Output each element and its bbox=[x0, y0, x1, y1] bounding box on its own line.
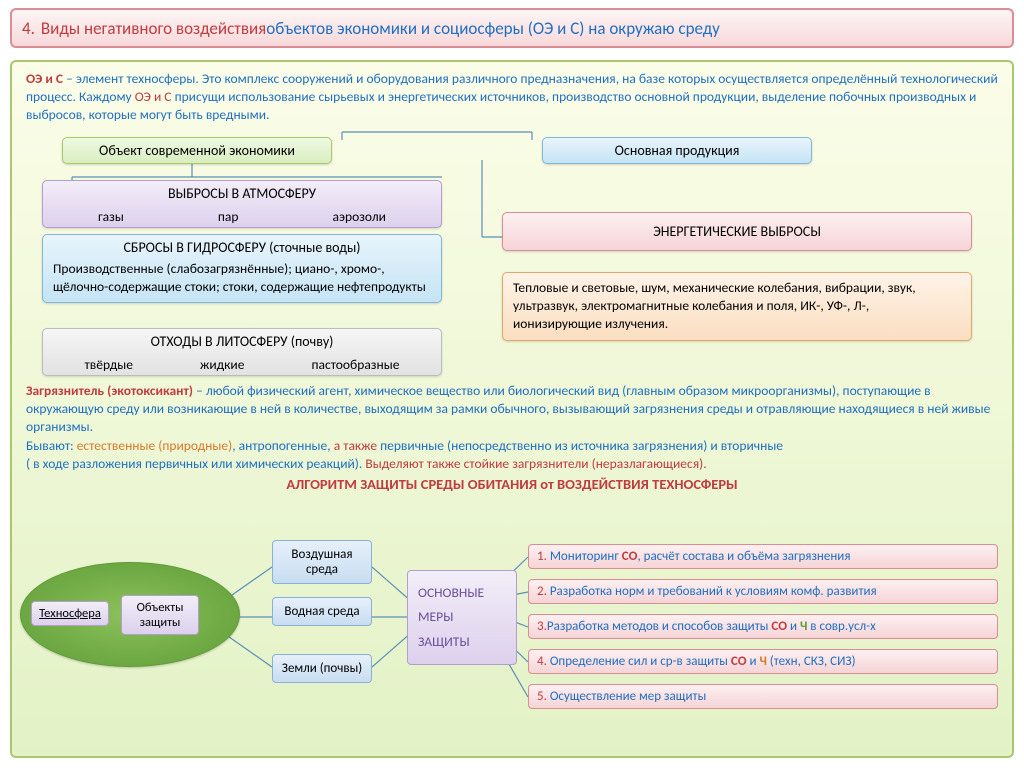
box-atmosphere: ВЫБРОСЫ В АТМОСФЕРУ газы пар аэрозоли bbox=[42, 180, 442, 228]
box-lithosphere: ОТХОДЫ В ЛИТОСФЕРУ (почву) твёрдые жидки… bbox=[42, 328, 442, 376]
lito-items: твёрдые жидкие пастообразные bbox=[43, 354, 441, 375]
ellipse-technosphere: Техносфера bbox=[31, 601, 109, 626]
env-water: Водная среда bbox=[272, 597, 372, 626]
intro-text: ОЭ и С – элемент техносферы. Это комплек… bbox=[26, 70, 998, 125]
title-number: 4. bbox=[22, 18, 35, 39]
main-panel: ОЭ и С – элемент техносферы. Это комплек… bbox=[10, 60, 1014, 758]
step-4: 4. Определение сил и ср-в защиты СО и Ч … bbox=[528, 649, 998, 674]
box-main-product: Основная продукция bbox=[542, 137, 812, 164]
step-1: 1. Мониторинг СО, расчёт состава и объём… bbox=[528, 544, 998, 569]
title-rest: объектов экономики и социосферы (ОЭ и С)… bbox=[266, 18, 720, 39]
pollutant-text: Загрязнитель (экотоксикант) – любой физи… bbox=[26, 382, 998, 495]
title-red-part: Виды негативного воздействия bbox=[41, 18, 266, 39]
env-air: Воздушная среда bbox=[272, 540, 372, 584]
algorithm-title: АЛГОРИТМ ЗАЩИТЫ СРЕДЫ ОБИТАНИЯ от ВОЗДЕЙ… bbox=[26, 475, 998, 495]
box-energy-title: ЭНЕРГЕТИЧЕСКИЕ ВЫБРОСЫ bbox=[502, 212, 972, 251]
step-2: 2. Разработка норм и требований к услови… bbox=[528, 579, 998, 604]
ellipse-objects: Объекты защиты bbox=[121, 595, 199, 635]
step-5: 5. Осуществление мер защиты bbox=[528, 684, 998, 709]
env-soil: Земли (почвы) bbox=[272, 654, 372, 683]
step-3: 3.Разработка методов и способов защиты С… bbox=[528, 614, 998, 639]
atm-items: газы пар аэрозоли bbox=[43, 206, 441, 227]
box-economy-object: Объект современной экономики bbox=[62, 137, 332, 164]
technosphere-ellipse: Техносфера Объекты защиты bbox=[20, 562, 240, 667]
measures-label: ОСНОВНЫЕ МЕРЫ ЗАЩИТЫ bbox=[407, 570, 517, 665]
title-bar: 4. Виды негативного воздействия объектов… bbox=[10, 8, 1014, 48]
box-energy-body: Тепловые и световые, шум, механические к… bbox=[502, 272, 972, 341]
box-hydrosphere: СБРОСЫ В ГИДРОСФЕРУ (сточные воды) Произ… bbox=[42, 234, 442, 303]
